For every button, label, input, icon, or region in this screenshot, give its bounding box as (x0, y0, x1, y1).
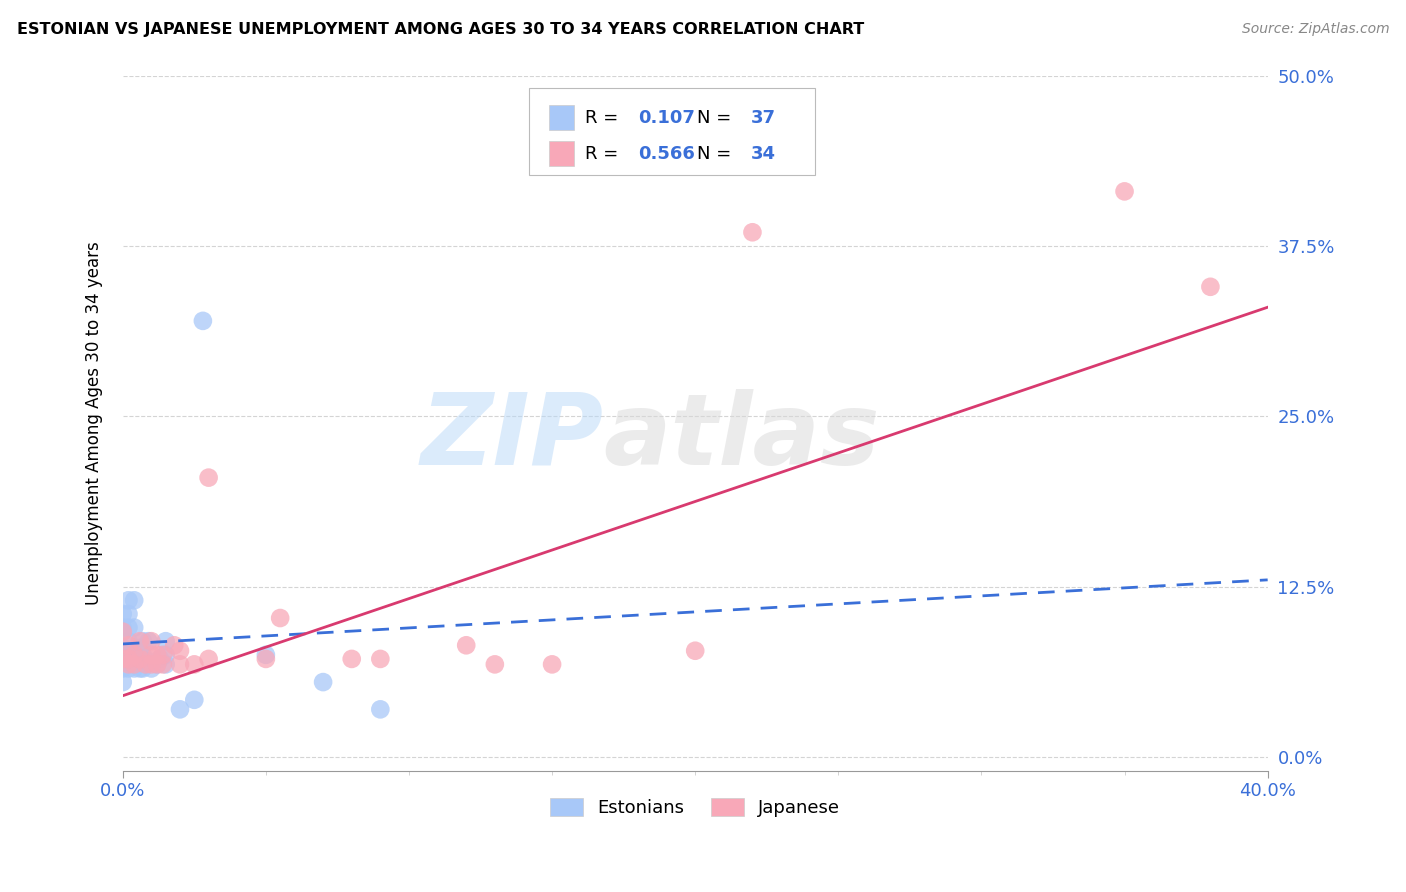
Point (155, 648, 177, 662)
Point (111, 675, 134, 690)
Point (129, 661, 152, 675)
Point (169, 657, 191, 672)
Point (197, 652, 219, 666)
Bar (548, 105, 574, 130)
Point (141, 648, 163, 662)
Text: 0.107: 0.107 (638, 109, 695, 127)
Point (155, 657, 177, 672)
Point (117, 634, 139, 648)
Point (111, 648, 134, 662)
Text: 0.566: 0.566 (638, 145, 695, 163)
Text: 34: 34 (751, 145, 776, 163)
Bar (548, 141, 574, 167)
Point (146, 648, 169, 662)
Point (183, 693, 205, 707)
Point (138, 655, 160, 669)
Text: atlas: atlas (603, 389, 880, 485)
Text: ZIP: ZIP (420, 389, 603, 485)
Point (741, 225, 763, 239)
Point (117, 661, 139, 675)
Point (132, 634, 155, 648)
Point (129, 640, 152, 655)
Point (149, 652, 172, 666)
Point (117, 657, 139, 672)
Point (135, 657, 157, 672)
Legend: Estonians, Japanese: Estonians, Japanese (543, 790, 848, 824)
Point (122, 621, 145, 635)
Point (117, 652, 139, 666)
Point (122, 661, 145, 675)
Point (1114, 185, 1136, 199)
Point (269, 611, 291, 625)
Point (484, 657, 506, 672)
Point (169, 702, 191, 716)
Point (122, 648, 145, 662)
Text: R =: R = (585, 145, 624, 163)
Y-axis label: Unemployment Among Ages 30 to 34 years: Unemployment Among Ages 30 to 34 years (86, 241, 103, 605)
Text: Source: ZipAtlas.com: Source: ZipAtlas.com (1241, 22, 1389, 37)
Point (129, 652, 152, 666)
FancyBboxPatch shape (529, 88, 815, 175)
Point (129, 648, 152, 662)
Point (141, 661, 163, 675)
Point (146, 657, 169, 672)
Point (169, 644, 191, 658)
Point (541, 657, 564, 672)
Point (122, 593, 145, 607)
Point (111, 640, 134, 655)
Point (152, 657, 174, 672)
Point (370, 652, 392, 666)
Point (117, 648, 139, 662)
Point (132, 661, 155, 675)
Point (117, 607, 139, 621)
Point (117, 621, 139, 635)
Text: ESTONIAN VS JAPANESE UNEMPLOYMENT AMONG AGES 30 TO 34 YEARS CORRELATION CHART: ESTONIAN VS JAPANESE UNEMPLOYMENT AMONG … (17, 22, 865, 37)
Point (183, 657, 205, 672)
Point (141, 657, 163, 672)
Text: 37: 37 (751, 109, 776, 127)
Point (111, 652, 134, 666)
Point (146, 657, 169, 672)
Point (340, 652, 363, 666)
Text: N =: N = (697, 109, 738, 127)
Point (122, 657, 145, 672)
Point (122, 648, 145, 662)
Point (191, 314, 214, 328)
Text: N =: N = (697, 145, 738, 163)
Point (197, 470, 219, 484)
Text: R =: R = (585, 109, 624, 127)
Point (132, 648, 155, 662)
Point (129, 634, 152, 648)
Point (111, 607, 134, 621)
Point (117, 593, 139, 607)
Point (111, 655, 134, 669)
Point (456, 638, 478, 652)
Point (254, 652, 277, 666)
Point (111, 661, 134, 675)
Point (163, 638, 186, 652)
Point (370, 702, 392, 716)
Point (111, 624, 134, 639)
Point (152, 648, 174, 662)
Point (683, 644, 706, 658)
Point (141, 634, 163, 648)
Point (312, 675, 335, 690)
Point (138, 634, 160, 648)
Point (254, 648, 277, 662)
Point (117, 638, 139, 652)
Point (111, 621, 134, 635)
Point (155, 634, 177, 648)
Point (1199, 280, 1222, 294)
